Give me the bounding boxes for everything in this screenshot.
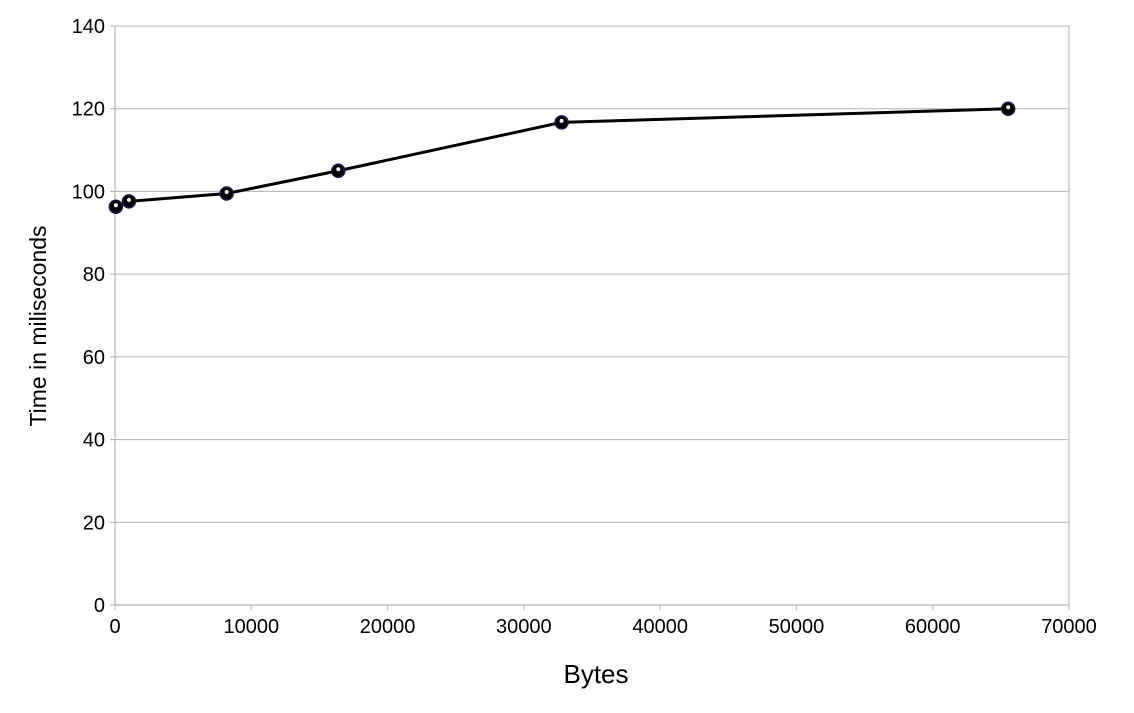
y-tick-label-3: 60 [83,347,105,369]
plot-area [114,25,1070,606]
x-tick-label-3: 30000 [496,616,552,638]
x-tick-label-5: 50000 [769,616,825,638]
x-tick-label-6: 60000 [905,616,961,638]
axes [114,26,1069,606]
y-axis-ticks: 0 20 40 60 80 100 120 140 [72,16,115,617]
x-axis-ticks: 0 10000 20000 30000 40000 50000 60000 70000 [109,605,1097,638]
data-point-3 [331,163,346,178]
x-tick-label-2: 20000 [360,616,416,638]
y-tick-label-0: 0 [94,595,105,617]
data-point-5 [1000,101,1016,116]
data-point-0 [108,199,124,214]
x-tick-label-7: 70000 [1041,616,1097,638]
y-tick-label-7: 140 [72,16,105,38]
x-tick-label-1: 10000 [223,616,279,638]
x-axis-title: Bytes [563,659,628,689]
y-tick-label-4: 80 [83,264,105,286]
series-group [108,101,1016,214]
y-tick-label-1: 20 [83,512,105,534]
data-point-1 [121,194,137,209]
x-tick-label-0: 0 [109,616,120,638]
y-tick-label-2: 40 [83,430,105,452]
data-point-4 [554,115,569,130]
grid-lines [115,25,1069,606]
x-tick-label-4: 40000 [632,616,688,638]
y-axis-title: Time in miliseconds [25,225,51,426]
y-tick-label-6: 120 [72,99,105,121]
data-point-2 [219,186,234,201]
y-tick-label-5: 100 [72,181,105,203]
